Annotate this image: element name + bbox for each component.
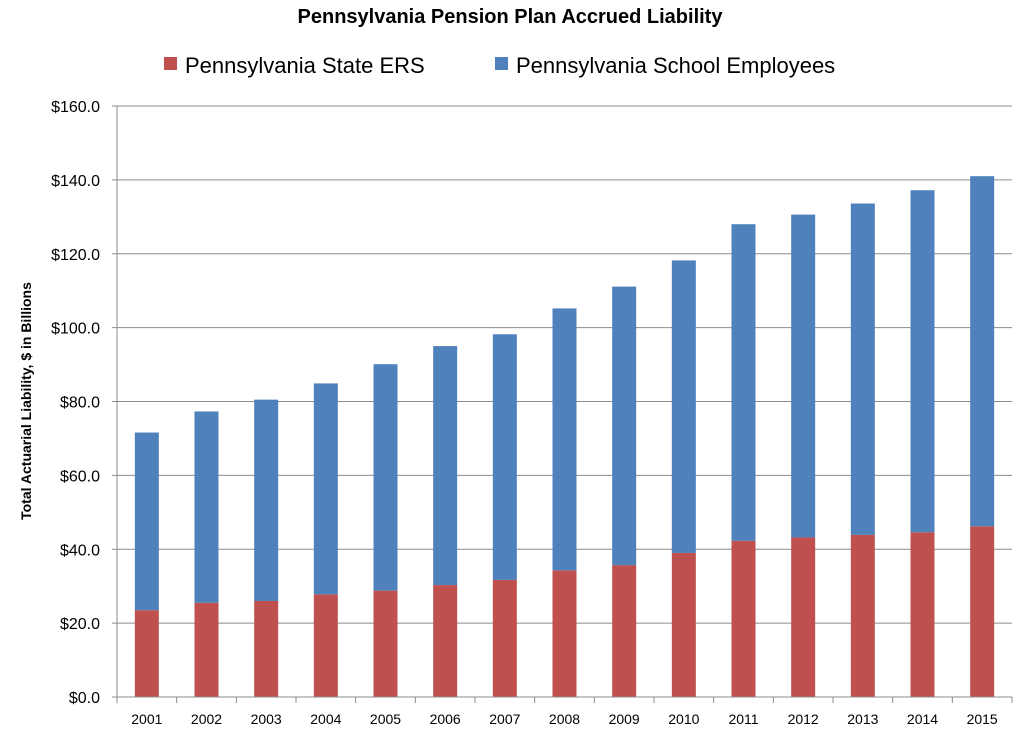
bar-school-employees-2015 <box>970 176 995 527</box>
bar-state-ers-2009 <box>612 565 637 697</box>
y-tick-label: $60.0 <box>60 468 100 485</box>
bar-state-ers-2005 <box>373 590 398 697</box>
y-axis-title: Total Actuarial Liability, $ in Billions <box>18 282 34 520</box>
y-tick-label: $120.0 <box>51 247 100 264</box>
bar-school-employees-2009 <box>612 286 637 566</box>
y-tick-label: $40.0 <box>60 542 100 559</box>
chart-title: Pennsylvania Pension Plan Accrued Liabil… <box>298 6 724 28</box>
x-tick-label: 2010 <box>668 711 699 727</box>
bar-state-ers-2011 <box>731 540 756 697</box>
bar-school-employees-2011 <box>731 224 756 541</box>
bar-state-ers-2007 <box>492 579 517 697</box>
y-tick-label: $80.0 <box>60 395 100 412</box>
x-tick-label: 2015 <box>967 711 998 727</box>
bar-state-ers-2010 <box>671 552 696 697</box>
bar-school-employees-2006 <box>433 346 458 586</box>
x-tick-label: 2013 <box>847 711 878 727</box>
bars <box>134 176 995 697</box>
bar-state-ers-2015 <box>970 526 995 697</box>
bar-state-ers-2002 <box>194 602 219 697</box>
y-tick-label: $0.0 <box>69 690 100 707</box>
bar-school-employees-2010 <box>671 260 696 553</box>
x-tick-label: 2008 <box>549 711 580 727</box>
bar-state-ers-2004 <box>313 594 338 697</box>
x-tick-label: 2004 <box>310 711 341 727</box>
y-tick-label: $160.0 <box>51 99 100 116</box>
bar-state-ers-2008 <box>552 570 577 697</box>
bar-state-ers-2013 <box>850 534 875 697</box>
x-tick-label: 2012 <box>788 711 819 727</box>
legend-swatch-state-ers <box>164 57 177 70</box>
bar-school-employees-2014 <box>910 190 935 533</box>
x-axis-ticks: 2001 2002 2003 2004 2005 2006 2007 2008 2009 2010… <box>116 697 1013 727</box>
bar-school-employees-2003 <box>254 399 279 601</box>
y-axis-ticks: $0.0 $20.0 $40.0 $60.0 $80.0 $100.0 $120.0 $140… <box>51 99 117 707</box>
bar-state-ers-2014 <box>910 532 935 697</box>
bar-school-employees-2013 <box>850 203 875 535</box>
x-tick-label: 2009 <box>609 711 640 727</box>
bar-state-ers-2001 <box>134 610 159 697</box>
legend: Pennsylvania State ERS Pennsylvania Scho… <box>164 53 835 78</box>
y-tick-label: $20.0 <box>60 616 100 633</box>
bar-school-employees-2007 <box>492 334 517 580</box>
legend-label-state-ers: Pennsylvania State ERS <box>185 53 425 78</box>
bar-school-employees-2008 <box>552 308 577 571</box>
x-tick-label: 2005 <box>370 711 401 727</box>
y-tick-label: $100.0 <box>51 321 100 338</box>
axes <box>116 106 1012 698</box>
x-tick-label: 2006 <box>430 711 461 727</box>
x-tick-label: 2011 <box>728 711 758 727</box>
x-tick-label: 2001 <box>131 711 162 727</box>
x-tick-label: 2003 <box>251 711 282 727</box>
bar-state-ers-2003 <box>254 600 279 697</box>
x-tick-label: 2014 <box>907 711 938 727</box>
x-tick-label: 2007 <box>489 711 520 727</box>
legend-swatch-school-employees <box>495 57 508 70</box>
bar-school-employees-2001 <box>134 432 159 611</box>
bar-school-employees-2002 <box>194 411 219 603</box>
bar-school-employees-2005 <box>373 364 398 591</box>
x-tick-label: 2002 <box>191 711 222 727</box>
bar-school-employees-2012 <box>791 214 816 538</box>
bar-state-ers-2006 <box>433 585 458 697</box>
bar-school-employees-2004 <box>313 383 338 595</box>
legend-label-school-employees: Pennsylvania School Employees <box>516 53 835 78</box>
y-tick-label: $140.0 <box>51 173 100 190</box>
bar-state-ers-2012 <box>791 537 816 697</box>
